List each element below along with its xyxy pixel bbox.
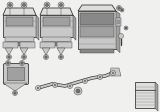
Circle shape — [20, 60, 24, 66]
Circle shape — [83, 79, 88, 84]
Circle shape — [52, 83, 57, 87]
Circle shape — [111, 70, 116, 75]
Polygon shape — [3, 8, 36, 15]
Circle shape — [125, 27, 127, 29]
Bar — [20, 42, 35, 48]
Circle shape — [45, 3, 48, 6]
Bar — [43, 17, 70, 26]
Circle shape — [112, 72, 114, 74]
Bar — [135, 82, 155, 108]
Circle shape — [60, 3, 63, 6]
Circle shape — [8, 3, 12, 6]
Bar — [80, 49, 114, 53]
Bar — [44, 42, 69, 46]
Circle shape — [121, 9, 123, 11]
Bar — [42, 37, 71, 42]
Circle shape — [45, 56, 47, 58]
Circle shape — [44, 55, 48, 59]
Circle shape — [99, 76, 101, 78]
Circle shape — [36, 85, 40, 90]
Circle shape — [119, 33, 124, 39]
Circle shape — [37, 87, 39, 89]
Circle shape — [60, 56, 62, 58]
Polygon shape — [3, 83, 27, 91]
Bar — [80, 13, 114, 25]
Circle shape — [44, 2, 50, 8]
Circle shape — [7, 55, 12, 59]
Polygon shape — [155, 82, 158, 111]
Bar — [3, 15, 36, 37]
Circle shape — [54, 84, 56, 86]
Circle shape — [76, 89, 80, 93]
Circle shape — [97, 74, 103, 80]
Circle shape — [84, 80, 86, 82]
Circle shape — [5, 60, 11, 66]
Circle shape — [59, 55, 64, 59]
Polygon shape — [42, 48, 50, 55]
Polygon shape — [36, 15, 39, 40]
Circle shape — [21, 62, 23, 64]
Bar — [40, 15, 73, 37]
Circle shape — [7, 2, 13, 8]
Bar — [57, 42, 72, 48]
Polygon shape — [57, 48, 65, 55]
Polygon shape — [78, 5, 116, 11]
Polygon shape — [73, 15, 76, 40]
Circle shape — [14, 92, 16, 94]
Circle shape — [21, 2, 27, 8]
Polygon shape — [109, 68, 121, 76]
Polygon shape — [5, 48, 13, 55]
Circle shape — [12, 90, 17, 96]
Circle shape — [21, 55, 27, 59]
Polygon shape — [116, 11, 120, 53]
Circle shape — [7, 62, 9, 64]
Bar — [6, 17, 33, 26]
Bar — [40, 42, 55, 48]
Bar — [5, 37, 34, 42]
Circle shape — [58, 2, 64, 8]
Bar — [116, 18, 121, 26]
Circle shape — [116, 5, 121, 11]
Polygon shape — [20, 48, 28, 55]
Bar — [3, 42, 18, 48]
Bar — [7, 42, 32, 46]
Circle shape — [118, 7, 120, 9]
FancyBboxPatch shape — [4, 64, 28, 84]
Bar — [78, 11, 116, 49]
Circle shape — [23, 56, 25, 58]
Circle shape — [8, 56, 10, 58]
Circle shape — [120, 8, 124, 12]
Circle shape — [23, 3, 25, 6]
Circle shape — [68, 84, 72, 88]
Bar — [117, 20, 120, 24]
Circle shape — [74, 87, 82, 95]
Circle shape — [124, 26, 128, 30]
Bar — [80, 26, 114, 37]
Polygon shape — [40, 8, 73, 15]
FancyBboxPatch shape — [7, 67, 25, 81]
Circle shape — [69, 85, 71, 87]
